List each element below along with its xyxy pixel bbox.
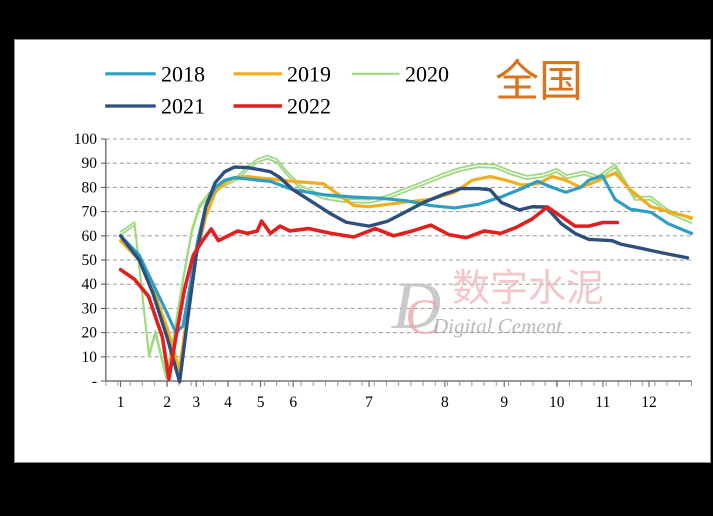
svg-text:40: 40 (82, 276, 98, 293)
svg-text:2020: 2020 (405, 62, 449, 87)
svg-text:数字水泥: 数字水泥 (452, 268, 604, 310)
svg-text:8: 8 (441, 394, 449, 411)
svg-text:60: 60 (82, 228, 98, 245)
svg-text:5: 5 (257, 394, 265, 411)
svg-text:20: 20 (82, 325, 98, 342)
svg-text:4: 4 (224, 394, 232, 411)
svg-text:50: 50 (82, 252, 98, 269)
svg-text:7: 7 (365, 394, 373, 411)
svg-text:10: 10 (549, 394, 565, 411)
svg-text:9: 9 (500, 394, 508, 411)
svg-text:6: 6 (289, 394, 297, 411)
svg-text:100: 100 (74, 131, 98, 148)
svg-text:2018: 2018 (161, 62, 205, 87)
svg-text:2019: 2019 (287, 62, 331, 87)
svg-text:3: 3 (192, 394, 200, 411)
svg-text:Digital Cement: Digital Cement (432, 314, 563, 338)
svg-text:80: 80 (82, 179, 98, 196)
svg-text:90: 90 (82, 155, 98, 172)
svg-text:30: 30 (82, 300, 98, 317)
svg-text:2022: 2022 (287, 94, 331, 119)
svg-text:-: - (92, 373, 97, 390)
svg-text:全国: 全国 (495, 57, 583, 106)
svg-text:70: 70 (82, 204, 98, 221)
svg-text:2021: 2021 (161, 94, 205, 119)
svg-text:11: 11 (595, 394, 610, 411)
svg-text:10: 10 (82, 349, 98, 366)
svg-text:12: 12 (641, 394, 657, 411)
svg-text:1: 1 (117, 394, 125, 411)
svg-text:2: 2 (163, 394, 171, 411)
